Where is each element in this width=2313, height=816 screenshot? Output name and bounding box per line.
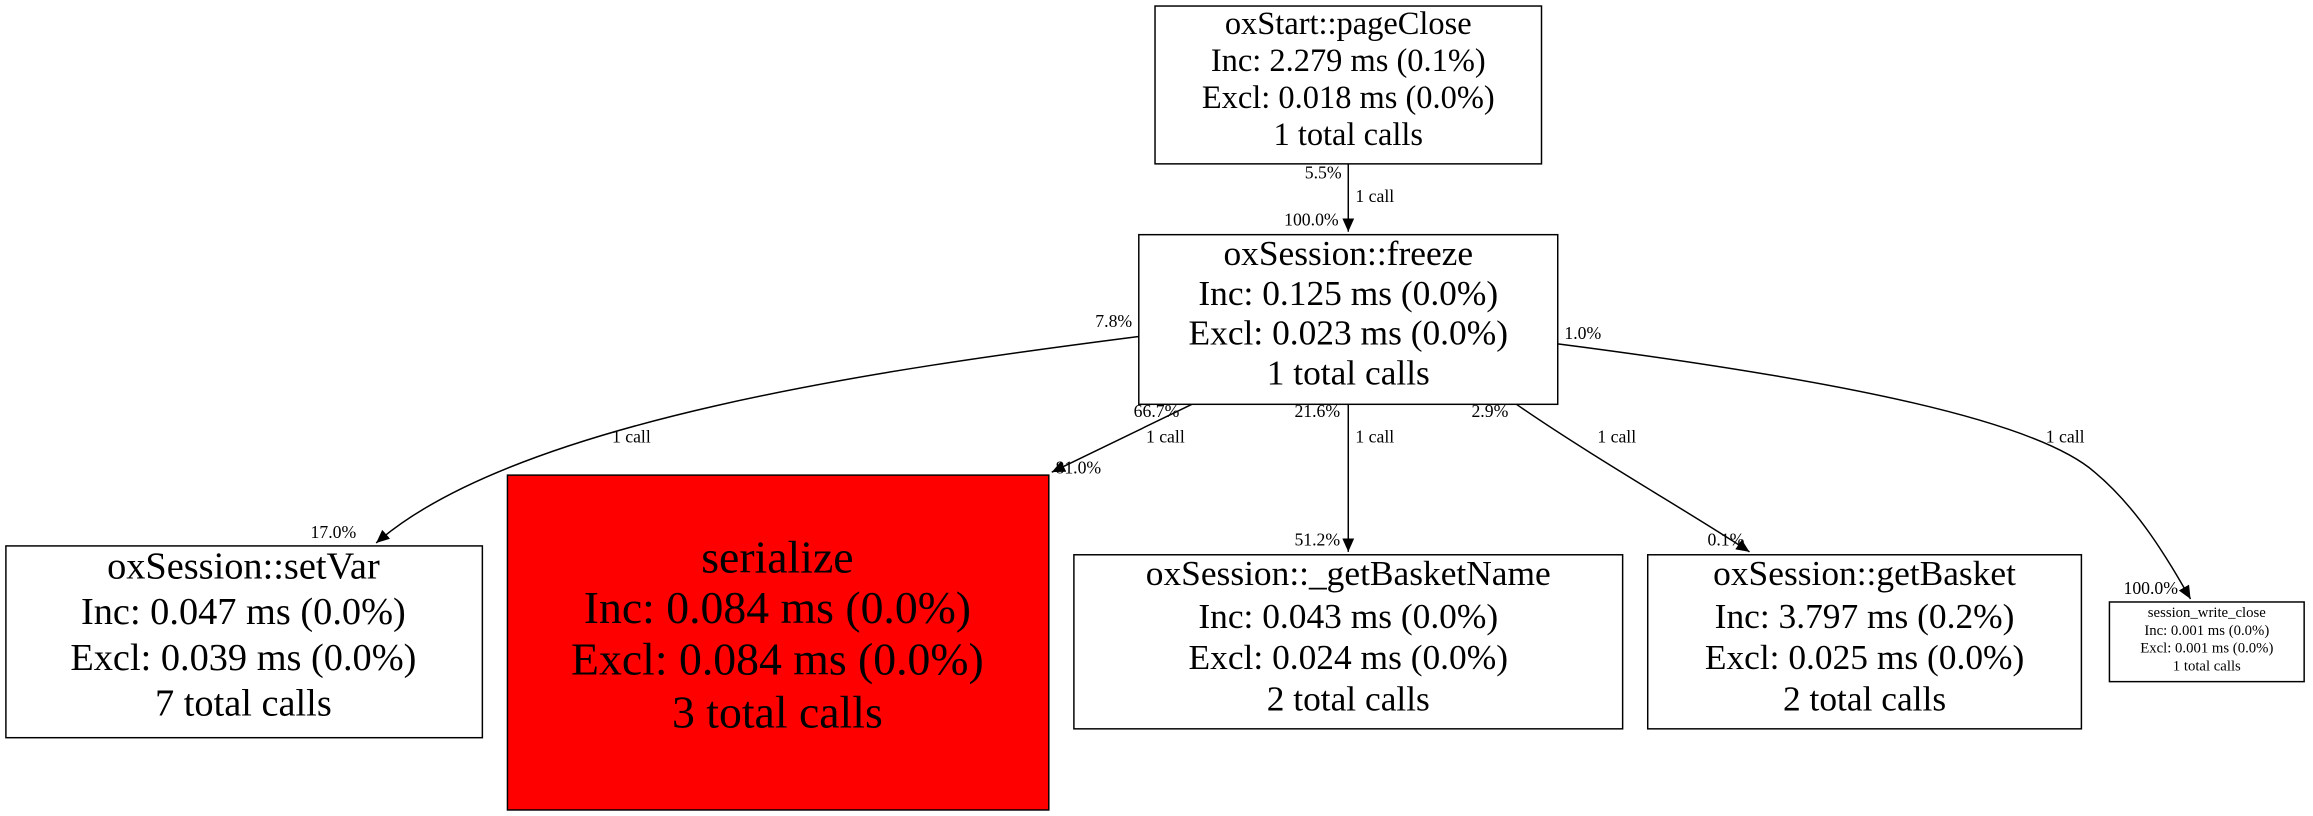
call-label: 1 call bbox=[2046, 426, 2085, 446]
node-text: oxSession::getBasket bbox=[1713, 553, 2016, 593]
node-text: Excl: 0.001 ms (0.0%) bbox=[2140, 641, 2273, 657]
node-text: Excl: 0.023 ms (0.0%) bbox=[1189, 313, 1508, 353]
node-text: 1 total calls bbox=[1273, 117, 1423, 153]
tail-pct: 1.0% bbox=[1564, 323, 1601, 343]
node-text: Inc: 3.797 ms (0.2%) bbox=[1715, 596, 2015, 636]
node: oxSession::setVar Inc: 0.047 ms (0.0%) E… bbox=[5, 545, 484, 739]
node-text: oxSession::freeze bbox=[1223, 233, 1473, 273]
edge-labels: 5.5% 1 call 100.0% 7.8% 1 call 17.0% 66.… bbox=[311, 162, 2179, 598]
node: oxSession::_getBasketName Inc: 0.043 ms … bbox=[1073, 553, 1624, 730]
head-pct: 100.0% bbox=[2123, 578, 2178, 598]
tail-pct: 7.8% bbox=[1095, 311, 1132, 331]
node-text: Inc: 2.279 ms (0.1%) bbox=[1211, 43, 1486, 79]
head-pct: 17.0% bbox=[311, 522, 357, 542]
node-text: oxStart::pageClose bbox=[1225, 6, 1472, 42]
node-text: session_write_close bbox=[2148, 605, 2266, 621]
call-label: 1 call bbox=[1355, 426, 1394, 446]
node: session_write_close Inc: 0.001 ms (0.0%)… bbox=[2108, 601, 2305, 683]
node-box bbox=[1154, 5, 1543, 165]
tail-pct: 2.9% bbox=[1471, 401, 1508, 421]
node-text: Excl: 0.024 ms (0.0%) bbox=[1189, 637, 1508, 677]
node: serialize Inc: 0.084 ms (0.0%) Excl: 0.0… bbox=[506, 474, 1050, 811]
node-text: 3 total calls bbox=[672, 687, 883, 738]
node-text: Excl: 0.039 ms (0.0%) bbox=[70, 637, 416, 679]
node-text: Inc: 0.001 ms (0.0%) bbox=[2144, 623, 2269, 639]
edge bbox=[1051, 403, 1193, 473]
node-box bbox=[506, 474, 1050, 811]
node-text: Inc: 0.043 ms (0.0%) bbox=[1198, 596, 1498, 636]
node-text: oxSession::setVar bbox=[107, 545, 380, 587]
node-text: 1 total calls bbox=[1267, 352, 1430, 392]
call-label: 1 call bbox=[1355, 186, 1394, 206]
node-text: oxSession::_getBasketName bbox=[1146, 553, 1551, 593]
node-text: 2 total calls bbox=[1783, 678, 1946, 718]
node-box bbox=[1138, 233, 1559, 406]
edge bbox=[1516, 403, 1750, 553]
tail-pct: 66.7% bbox=[1134, 401, 1180, 421]
node-text: Excl: 0.084 ms (0.0%) bbox=[571, 633, 984, 684]
node-text: Inc: 0.125 ms (0.0%) bbox=[1198, 273, 1498, 313]
node-text: 2 total calls bbox=[1267, 678, 1430, 718]
node-box bbox=[5, 545, 484, 739]
node-text: 1 total calls bbox=[2173, 658, 2241, 674]
node: oxSession::getBasket Inc: 3.797 ms (0.2%… bbox=[1646, 553, 2083, 730]
node-box bbox=[1646, 554, 2083, 730]
head-pct: 0.1% bbox=[1707, 530, 1744, 550]
node-text: Excl: 0.018 ms (0.0%) bbox=[1202, 80, 1495, 116]
node-text: Excl: 0.025 ms (0.0%) bbox=[1705, 637, 2024, 677]
head-pct: 81.0% bbox=[1055, 457, 1101, 477]
node-text: Inc: 0.084 ms (0.0%) bbox=[584, 582, 971, 633]
edge bbox=[375, 335, 1139, 544]
edge bbox=[1557, 343, 2192, 600]
tail-pct: 5.5% bbox=[1305, 162, 1342, 182]
node: oxSession::freeze Inc: 0.125 ms (0.0%) E… bbox=[1138, 233, 1559, 406]
node-text: Inc: 0.047 ms (0.0%) bbox=[81, 591, 406, 633]
call-label: 1 call bbox=[612, 426, 651, 446]
call-label: 1 call bbox=[1146, 426, 1185, 446]
tail-pct: 21.6% bbox=[1294, 401, 1340, 421]
node-box bbox=[1073, 554, 1624, 730]
head-pct: 51.2% bbox=[1294, 530, 1340, 550]
node-text: 7 total calls bbox=[155, 683, 332, 725]
head-pct: 100.0% bbox=[1284, 209, 1339, 229]
edges bbox=[375, 163, 2192, 600]
node-text: serialize bbox=[701, 532, 853, 583]
node: oxStart::pageClose Inc: 2.279 ms (0.1%) … bbox=[1154, 5, 1543, 165]
call-label: 1 call bbox=[1597, 426, 1636, 446]
node-box bbox=[2108, 601, 2305, 683]
